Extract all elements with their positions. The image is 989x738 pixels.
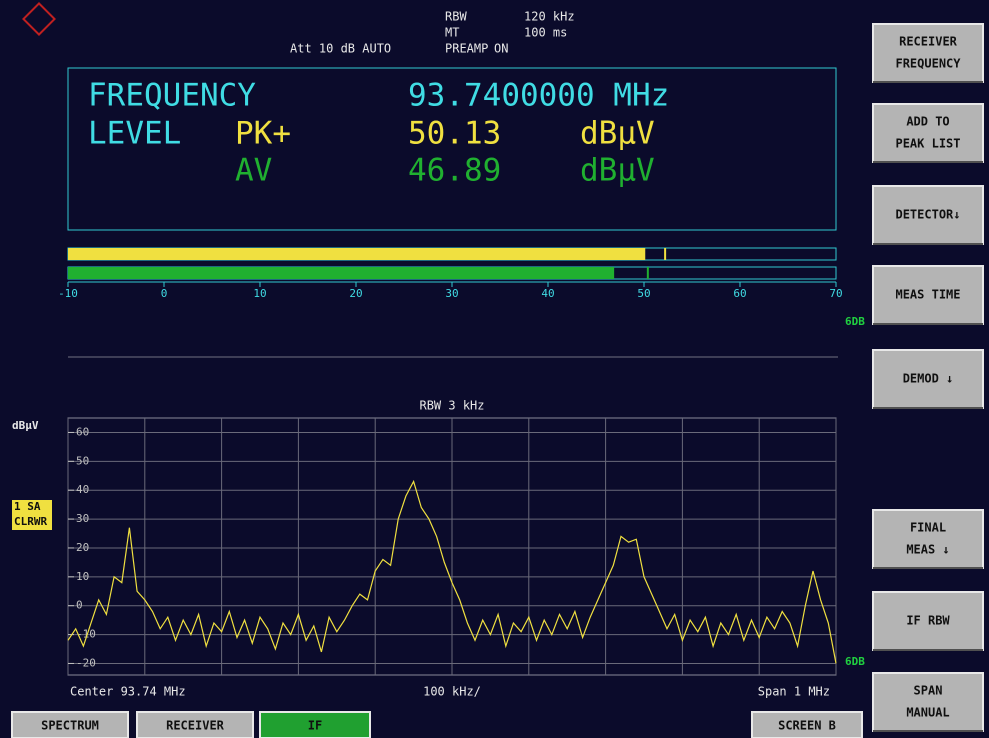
softkey[interactable] [872, 509, 984, 569]
y-tick-label: -20 [76, 656, 96, 669]
pk-label: PK+ [235, 116, 291, 152]
softkey-label: RECEIVER [899, 35, 958, 49]
bar-tick-label: 10 [253, 287, 266, 300]
trace [67, 479, 837, 664]
bar-tick-label: 60 [733, 287, 746, 300]
preamp-value: ON [494, 42, 508, 56]
chart-subtitle: RBW 3 kHz [419, 399, 484, 413]
bar-tick-label: 70 [829, 287, 842, 300]
softkey-label: DEMOD ↓ [903, 372, 954, 386]
tab-label: SPECTRUM [41, 719, 99, 733]
softkey-label: MEAS TIME [895, 288, 960, 302]
y-tick-label: 20 [76, 541, 89, 554]
tab[interactable] [751, 711, 863, 738]
tab[interactable] [136, 711, 254, 738]
frequency-label: FREQUENCY [88, 78, 256, 114]
softkey-label: IF RBW [906, 614, 950, 628]
y-unit: dBµV [12, 419, 39, 432]
bar-tick-label: 30 [445, 287, 458, 300]
softkey-label: SPAN [914, 684, 943, 698]
trace-badge [12, 500, 52, 530]
dynamic: -10 0 10 20 30 40 50 60 70 60 50 40 30 20 10 0 -10 -20 REC… [11, 23, 984, 738]
pk-unit: dBµV [580, 116, 655, 152]
y-tick-label: 50 [76, 454, 89, 467]
av-unit: dBµV [580, 153, 655, 189]
tab[interactable] [259, 711, 371, 738]
softkey[interactable] [872, 185, 984, 245]
tab-label: SCREEN B [778, 719, 836, 733]
tab-label: RECEIVER [166, 719, 225, 733]
y-tick-label: 40 [76, 483, 89, 496]
softkey[interactable] [872, 265, 984, 325]
softkey-label: DETECTOR↓ [895, 208, 960, 222]
level-label: LEVEL [88, 116, 181, 152]
softkey[interactable] [872, 349, 984, 409]
y-tick-label: 0 [76, 599, 83, 612]
bar-tick-label: 50 [637, 287, 650, 300]
frequency-value: 93.7400000 MHz [408, 78, 669, 114]
trace-mode: CLRWR [14, 515, 47, 528]
tab[interactable] [11, 711, 129, 738]
bar-tick-label: 40 [541, 287, 554, 300]
mt-label: MT [445, 26, 459, 40]
av-label: AV [235, 153, 272, 189]
bar-6db: 6DB [845, 315, 865, 328]
level-bar [68, 248, 646, 260]
div-label: 100 kHz/ [423, 685, 481, 699]
softkey[interactable] [872, 672, 984, 732]
softkey-label: MEAS ↓ [906, 543, 949, 557]
mt-value: 100 ms [524, 26, 567, 40]
preamp-label: PREAMP [445, 42, 488, 56]
bar-tick-label: -10 [58, 287, 78, 300]
bar-tick-label: 20 [349, 287, 362, 300]
softkey-label: PEAK LIST [895, 137, 960, 151]
softkey-label: FREQUENCY [895, 57, 961, 71]
softkey[interactable] [872, 103, 984, 163]
softkey-label: FINAL [910, 521, 946, 535]
softkey-label: MANUAL [906, 706, 949, 720]
rbw-label: RBW [445, 10, 467, 24]
chart-6db: 6DB [845, 655, 865, 668]
span-label: Span 1 MHz [758, 685, 830, 699]
rbw-value: 120 kHz [524, 10, 575, 24]
y-tick-label: 30 [76, 512, 89, 525]
receiver-box [67, 67, 837, 231]
level-bar [68, 267, 615, 279]
softkey-label: ADD TO [906, 115, 949, 129]
attenuation: Att 10 dB AUTO [290, 42, 391, 56]
softkey[interactable] [872, 23, 984, 83]
trace-label: 1 SA [14, 500, 41, 513]
y-tick-label: 60 [76, 425, 89, 438]
bar-tick-label: 0 [161, 287, 168, 300]
pk-value: 50.13 [408, 116, 501, 152]
center-label: Center 93.74 MHz [70, 685, 186, 699]
av-value: 46.89 [408, 153, 501, 189]
y-tick-label: -10 [76, 628, 96, 641]
tab-label: IF [308, 719, 322, 733]
logo [22, 2, 56, 36]
y-tick-label: 10 [76, 570, 89, 583]
